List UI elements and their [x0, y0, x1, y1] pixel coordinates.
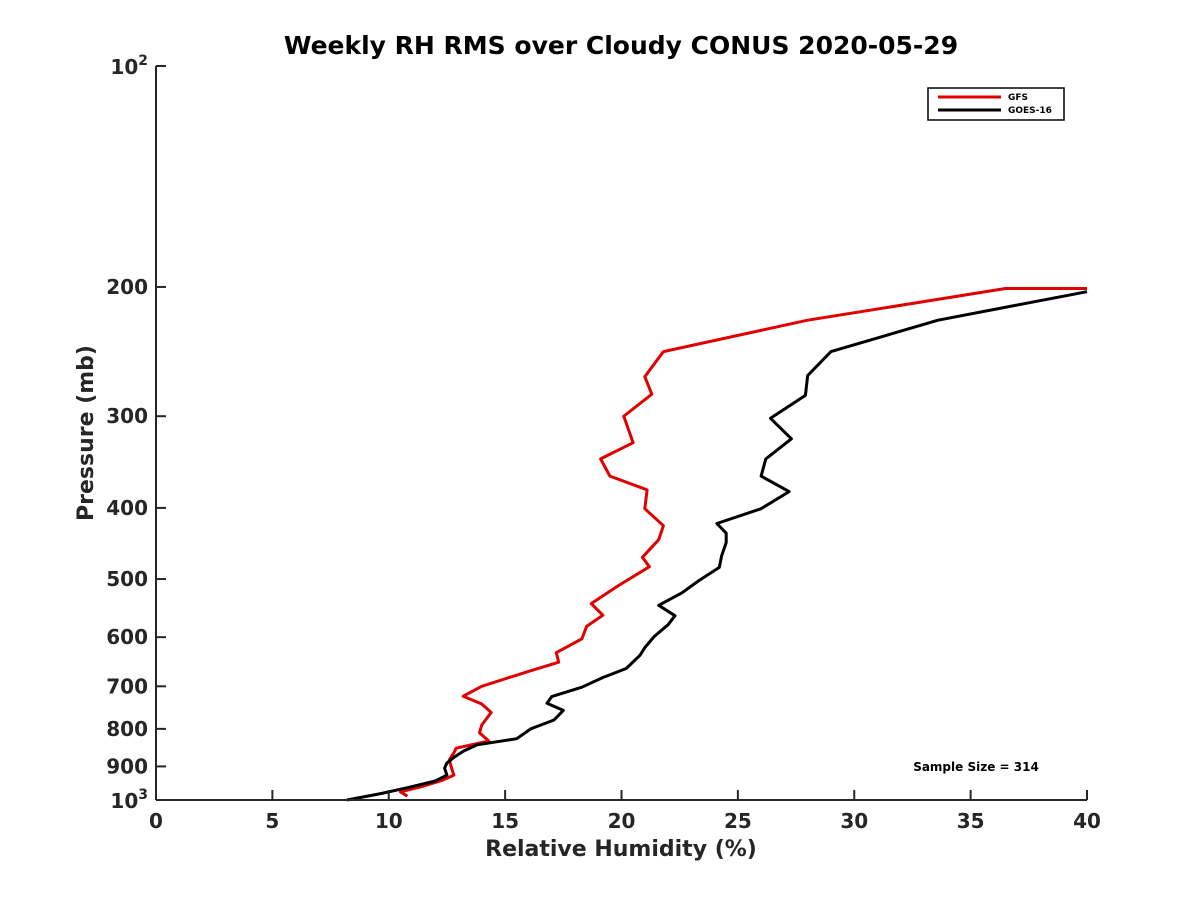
- chart-title: Weekly RH RMS over Cloudy CONUS 2020-05-…: [284, 31, 958, 60]
- series-line-goes16: [346, 290, 1088, 802]
- sample-size-annotation: Sample Size = 314: [913, 760, 1039, 774]
- axes: [155, 66, 1087, 801]
- y-tick-label: 900: [106, 754, 148, 778]
- y-axis-label: Pressure (mb): [74, 345, 99, 521]
- x-axis-label: Relative Humidity (%): [485, 837, 757, 862]
- y-ticks: 102 200 300 400 500 600 700 800 900 103: [106, 53, 166, 813]
- x-tick-label: 15: [491, 809, 519, 833]
- legend-box: [927, 87, 1065, 121]
- x-tick-label: 30: [840, 809, 868, 833]
- legend-label-gfs: GFS: [1008, 93, 1028, 103]
- y-tick-label: 102: [110, 53, 148, 79]
- y-tick-label: 103: [110, 787, 148, 813]
- y-tick-label: 500: [106, 567, 148, 591]
- x-tick-label: 5: [265, 809, 279, 833]
- x-tick-label: 40: [1073, 809, 1101, 833]
- y-tick-label: 700: [106, 674, 148, 698]
- series-line-gfs: [398, 287, 1087, 798]
- x-tick-label: 20: [608, 809, 636, 833]
- x-tick-label: 35: [957, 809, 985, 833]
- y-tick-label: 800: [106, 717, 148, 741]
- y-tick-label: 400: [106, 496, 148, 520]
- legend-label-goes16: GOES-16: [1008, 106, 1052, 116]
- series-layer: [346, 287, 1088, 802]
- x-tick-label: 0: [149, 809, 163, 833]
- y-tick-label: 600: [106, 625, 148, 649]
- x-tick-label: 25: [724, 809, 752, 833]
- y-tick-label: 200: [106, 275, 148, 299]
- y-tick-label: 300: [106, 404, 148, 428]
- x-ticks: 0 5 10 15 20 25 30 35 40: [149, 790, 1101, 833]
- legend: GFS GOES-16: [927, 87, 1065, 121]
- x-tick-label: 10: [375, 809, 403, 833]
